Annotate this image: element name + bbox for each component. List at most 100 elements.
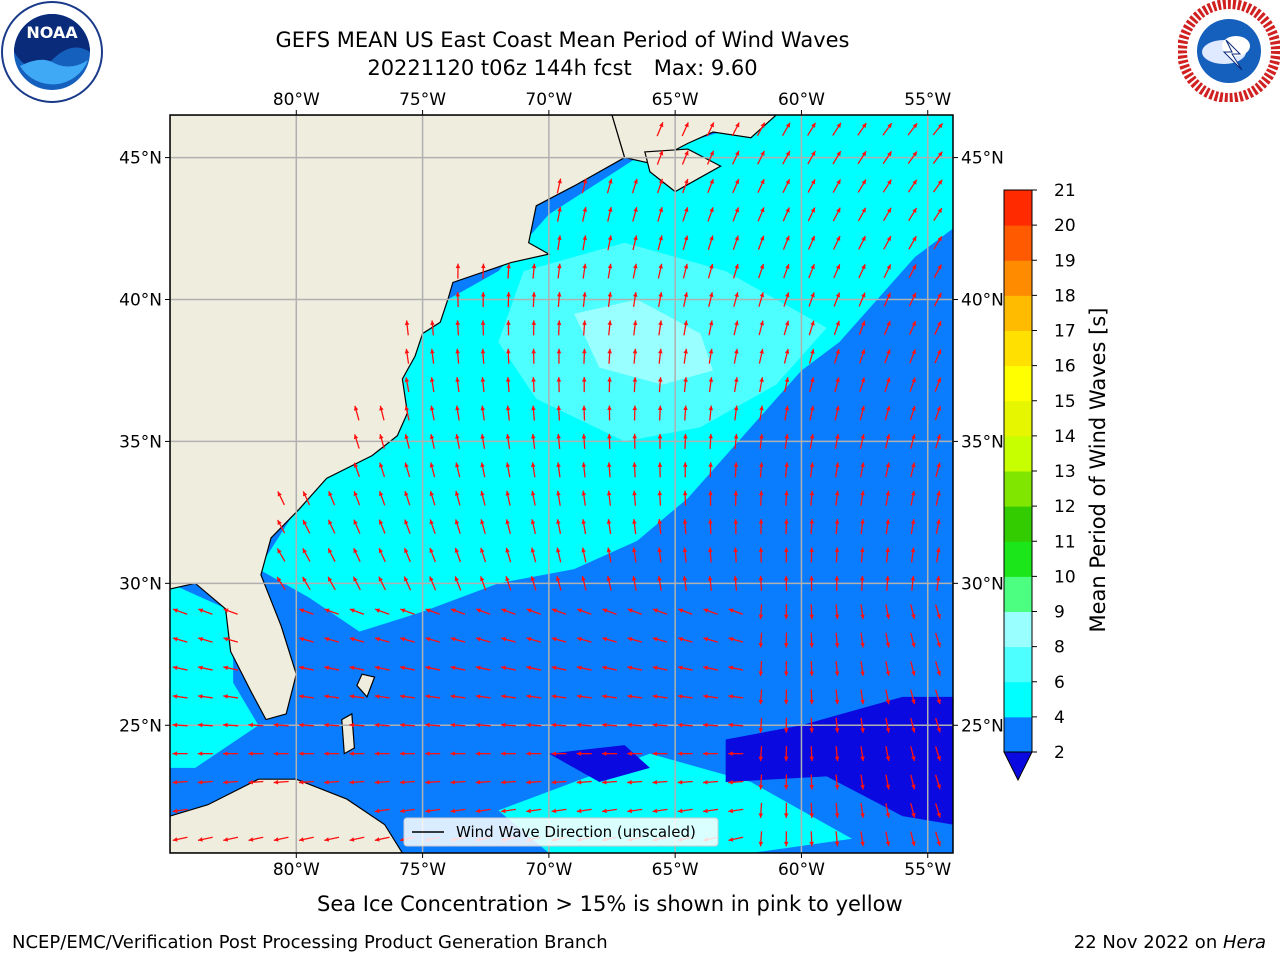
wave-direction-arrow: [480, 377, 486, 393]
wave-direction-arrow: [860, 632, 865, 648]
wave-direction-arrow: [833, 320, 840, 336]
arrow-head: [911, 614, 916, 620]
wave-direction-arrow: [758, 689, 764, 705]
arrow-head: [627, 808, 633, 814]
wave-direction-arrow: [682, 462, 688, 478]
arrow-head: [783, 728, 789, 733]
arrow-head: [936, 755, 941, 761]
arrow-head: [936, 727, 941, 733]
wave-direction-arrow: [783, 746, 789, 762]
wave-direction-arrow: [885, 547, 890, 563]
arrow-head: [783, 671, 789, 676]
arrow-head: [886, 292, 891, 298]
arrow-head: [425, 779, 430, 785]
colorbar-tick-label: 20: [1054, 216, 1076, 236]
wave-direction-arrow: [708, 348, 714, 364]
arrow-head: [759, 433, 764, 439]
wave-direction-arrow: [455, 433, 461, 449]
bahamas-island: [341, 712, 356, 755]
wave-direction-arrow: [908, 207, 918, 222]
wave-direction-arrow: [404, 377, 410, 393]
wave-direction-arrow: [807, 150, 816, 165]
arrow-head: [582, 348, 587, 354]
wave-direction-arrow: [758, 746, 764, 762]
wave-direction-arrow: [505, 433, 511, 449]
arrow-head: [809, 519, 815, 524]
lon-tick-label-bottom: 80°W: [273, 860, 320, 880]
arrow-head: [374, 694, 380, 699]
wave-direction-arrow: [657, 519, 662, 535]
wave-direction-arrow: [450, 608, 466, 615]
arrow-head: [677, 808, 683, 814]
wave-direction-arrow: [733, 547, 738, 563]
arrow-head: [658, 150, 664, 156]
wave-direction-arrow: [677, 779, 693, 785]
wave-direction-arrow: [757, 178, 765, 194]
arrow-head: [683, 348, 688, 354]
arrow-head: [861, 236, 866, 242]
arrow-head: [658, 263, 663, 269]
arrow-head: [506, 320, 511, 325]
wave-direction-arrow: [430, 348, 435, 364]
wave-direction-arrow: [607, 291, 613, 308]
arrow-head: [709, 263, 714, 269]
wave-direction-arrow: [682, 235, 689, 251]
wave-direction-arrow: [425, 808, 441, 814]
wave-direction-arrow: [582, 348, 587, 364]
arrow-head: [455, 405, 460, 411]
wave-direction-arrow: [403, 547, 411, 563]
colorbar-tick-label: 16: [1054, 357, 1076, 377]
wave-direction-arrow: [501, 608, 516, 615]
arrow-head: [785, 179, 790, 185]
arrow-head: [758, 643, 764, 648]
lon-tick-label-bottom: 70°W: [525, 860, 572, 880]
arrow-head: [785, 150, 790, 156]
wave-direction-arrow: [706, 150, 715, 165]
wave-direction-arrow: [885, 462, 891, 478]
wave-direction-arrow: [909, 405, 916, 421]
wave-direction-arrow: [910, 490, 916, 506]
wave-direction-arrow: [582, 235, 588, 251]
wave-direction-arrow: [353, 547, 361, 563]
wave-direction-arrow: [223, 722, 239, 728]
wave-direction-arrow: [733, 519, 739, 535]
wave-direction-arrow: [607, 263, 613, 279]
arrow-head: [860, 462, 865, 468]
arrow-head: [911, 841, 916, 847]
wave-direction-arrow: [682, 178, 689, 194]
arrow-head: [886, 207, 892, 213]
wave-direction-arrow: [834, 717, 840, 733]
arrow-head: [683, 292, 689, 297]
wave-direction-arrow: [299, 608, 314, 615]
arrow-head: [936, 405, 941, 411]
lat-tick-label-right: 25°N: [961, 716, 1004, 736]
arrow-head: [455, 292, 461, 297]
wave-direction-arrow: [374, 779, 390, 785]
wave-direction-arrow: [809, 490, 815, 506]
footer-date: 22 Nov 2022 on Hera: [1073, 932, 1266, 953]
arrow-head: [627, 665, 633, 671]
wave-direction-arrow: [399, 694, 415, 699]
wave-direction-arrow: [480, 433, 486, 449]
arrow-head: [734, 348, 739, 354]
arrow-head: [606, 576, 612, 581]
arrow-head: [505, 405, 511, 411]
wave-direction-arrow: [399, 665, 415, 671]
arrow-head: [834, 671, 840, 676]
wave-direction-arrow: [531, 263, 537, 279]
arrow-head: [703, 751, 708, 756]
wave-direction-arrow: [530, 547, 537, 563]
wave-direction-arrow: [908, 264, 917, 279]
arrow-head: [303, 519, 308, 525]
arrow-head: [353, 462, 359, 468]
arrow-head: [735, 122, 740, 128]
arrow-head: [937, 208, 942, 214]
arrow-head: [657, 405, 663, 411]
arrow-head: [911, 292, 916, 298]
wave-direction-arrow: [657, 462, 663, 478]
wave-direction-arrow: [783, 632, 789, 648]
arrow-head: [758, 784, 764, 790]
wave-direction-arrow: [607, 377, 612, 393]
arrow-head: [677, 751, 683, 756]
wave-direction-arrow: [759, 433, 764, 449]
